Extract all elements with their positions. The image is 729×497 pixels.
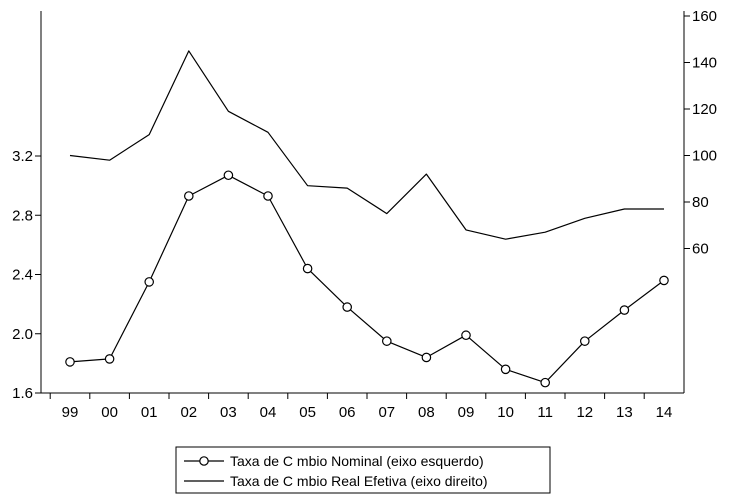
legend-box	[175, 446, 551, 494]
data-point-nominal	[263, 191, 273, 201]
axes: 1.6 2.0 2.4 2.8 3.2 60 80 100 120 140 160 99 00 01 02 0…	[12, 8, 717, 421]
right-axis-tick-label: 120	[692, 101, 717, 118]
x-axis-tick-label: 99	[62, 404, 79, 421]
data-point-nominal	[184, 191, 194, 201]
data-point-nominal	[302, 263, 313, 274]
data-point-nominal	[659, 275, 669, 286]
legend-marker-nominal	[199, 456, 209, 466]
left-axis-tick-label: 2.8	[12, 207, 33, 224]
series-layer	[65, 50, 669, 388]
left-axis-tick-label: 2.0	[12, 326, 33, 343]
x-axis-tick-label: 07	[378, 404, 395, 421]
right-axis-tick-label: 160	[692, 8, 717, 25]
data-point-nominal	[144, 277, 154, 287]
x-axis-tick-label: 14	[656, 404, 673, 421]
right-axis-tick-label: 80	[692, 194, 709, 211]
data-point-nominal	[342, 302, 352, 312]
x-axis-tick-label: 08	[418, 404, 435, 421]
data-point-nominal	[579, 336, 590, 346]
legend-label-real: Taxa de C mbio Real Efetiva (eixo direit…	[230, 473, 488, 489]
data-point-nominal	[461, 330, 471, 341]
data-point-nominal	[223, 170, 234, 181]
left-axis-tick-label: 1.6	[12, 385, 33, 402]
x-axis-tick-label: 09	[458, 404, 475, 421]
data-point-nominal	[421, 352, 432, 363]
data-point-nominal	[65, 357, 75, 367]
x-axis-tick-label: 02	[180, 404, 197, 421]
right-axis-tick-label: 140	[692, 55, 717, 72]
legend-label-nominal: Taxa de C mbio Nominal (eixo esquerdo)	[230, 453, 484, 469]
right-axis-tick-label: 60	[692, 241, 709, 258]
x-axis-tick-label: 11	[537, 404, 553, 421]
x-axis-tick-label: 06	[339, 404, 356, 421]
data-point-nominal	[381, 336, 392, 346]
x-axis-tick-label: 05	[299, 404, 316, 421]
data-point-nominal	[619, 305, 630, 315]
x-axis-tick-label: 00	[101, 404, 118, 421]
left-axis-tick-label: 2.4	[12, 267, 33, 284]
left-axis-tick-label: 3.2	[12, 148, 33, 165]
x-axis-tick-label: 13	[616, 404, 633, 421]
legend: Taxa de C mbio Nominal (eixo esquerdo) T…	[175, 446, 551, 494]
series-line-nominal	[69, 174, 665, 384]
data-point-nominal	[540, 377, 550, 388]
data-point-nominal	[104, 354, 115, 364]
series-line-real	[69, 50, 664, 240]
x-axis-tick-label: 12	[576, 404, 593, 421]
right-axis-tick-label: 100	[692, 148, 717, 165]
data-point-nominal	[500, 364, 511, 375]
x-axis-tick-label: 04	[260, 404, 277, 421]
x-axis-tick-label: 01	[141, 404, 158, 421]
x-axis-tick-label: 03	[220, 404, 237, 421]
x-axis-tick-label: 10	[497, 404, 514, 421]
